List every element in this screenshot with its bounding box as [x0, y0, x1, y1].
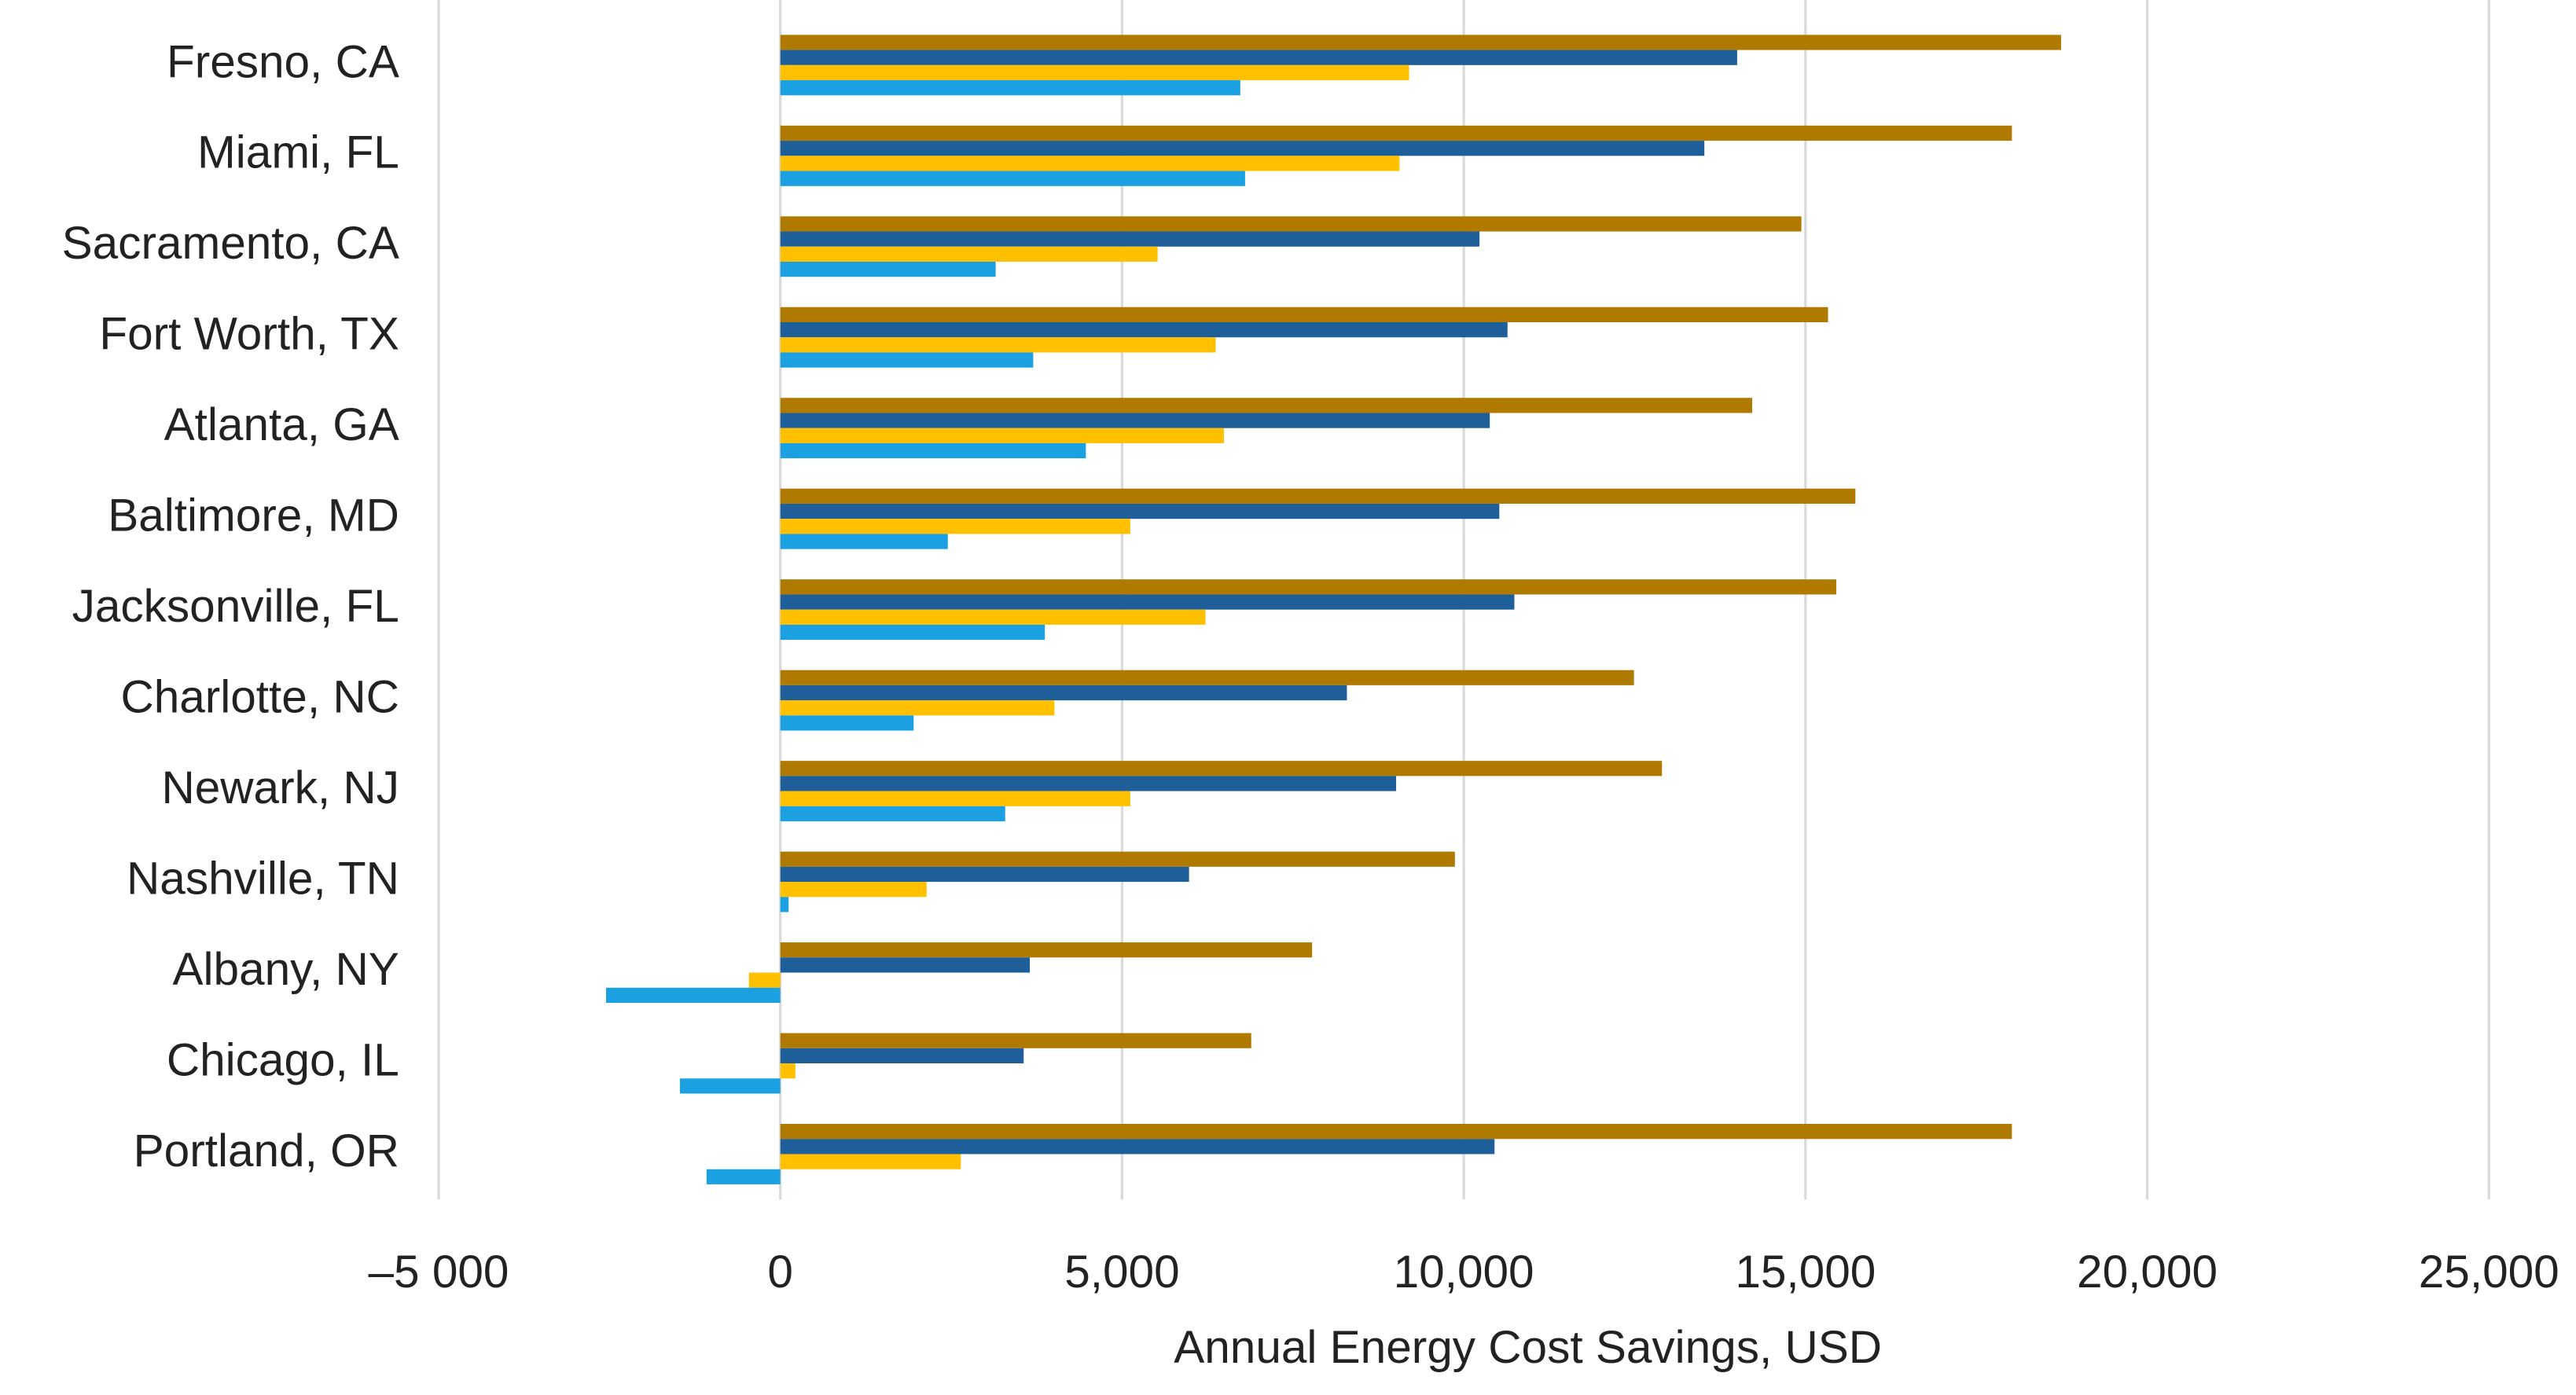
bar	[780, 398, 1753, 413]
bar	[780, 594, 1515, 610]
bar	[748, 972, 781, 988]
y-tick-label: Baltimore, MD	[108, 490, 399, 541]
bar	[780, 957, 1031, 973]
bar	[780, 141, 1705, 156]
x-tick-label: 15,000	[1735, 1246, 1876, 1298]
bar	[780, 80, 1240, 96]
bar	[780, 700, 1055, 716]
bar	[780, 897, 789, 912]
y-tick-label: Atlanta, GA	[164, 399, 399, 450]
bar	[780, 791, 1130, 806]
bar	[780, 171, 1245, 186]
x-tick-label: 20,000	[2077, 1246, 2218, 1298]
bar	[780, 882, 927, 898]
y-tick-label: Portland, OR	[134, 1125, 399, 1177]
bar	[780, 579, 1836, 595]
bar	[780, 216, 1802, 232]
y-tick-label: Nashville, TN	[127, 854, 399, 905]
x-tick-label: 5,000	[1064, 1246, 1179, 1298]
bar	[780, 488, 1856, 504]
bar	[780, 64, 1409, 81]
bar	[780, 50, 1737, 65]
bar	[780, 307, 1828, 323]
bar	[780, 942, 1313, 958]
bar	[780, 685, 1347, 701]
bar	[706, 1169, 781, 1184]
bar	[780, 806, 1005, 822]
y-tick-label: Jacksonville, FL	[72, 581, 399, 632]
x-tick-label: 25,000	[2419, 1246, 2559, 1298]
bar	[780, 1154, 961, 1169]
y-tick-label: Charlotte, NC	[120, 672, 399, 723]
bar	[780, 851, 1455, 867]
bar	[780, 776, 1397, 791]
bar	[780, 624, 1045, 641]
bar	[780, 1048, 1024, 1064]
bar	[780, 670, 1634, 685]
bar	[780, 715, 914, 731]
bar	[780, 322, 1508, 338]
bar	[780, 1124, 2012, 1140]
bar	[780, 519, 1130, 534]
y-tick-label: Miami, FL	[197, 127, 399, 178]
x-axis-label: Annual Energy Cost Savings, USD	[1174, 1322, 1882, 1373]
bar	[780, 246, 1158, 262]
bar	[606, 987, 781, 1003]
x-tick-label: 0	[767, 1246, 793, 1298]
bar	[780, 866, 1189, 883]
bar	[780, 261, 996, 277]
bar	[780, 442, 1086, 459]
bar	[780, 337, 1216, 353]
y-tick-label: Fort Worth, TX	[99, 309, 399, 360]
bar	[780, 156, 1400, 171]
bar	[780, 231, 1480, 247]
x-tick-label: 10,000	[1394, 1246, 1534, 1298]
y-tick-label: Sacramento, CA	[62, 218, 399, 269]
y-tick-label: Chicago, IL	[167, 1034, 399, 1085]
bar	[780, 413, 1490, 428]
bar	[780, 534, 948, 549]
bar	[780, 1033, 1251, 1048]
bar	[780, 503, 1500, 519]
bar	[780, 35, 2061, 50]
bar	[780, 761, 1663, 776]
y-tick-label: Albany, NY	[173, 944, 399, 995]
bar	[780, 428, 1224, 443]
bar	[780, 352, 1034, 368]
y-tick-label: Fresno, CA	[167, 36, 399, 87]
bar	[679, 1078, 781, 1094]
bar	[780, 609, 1206, 625]
y-tick-label: Newark, NJ	[162, 762, 399, 813]
bar	[780, 1139, 1495, 1155]
x-tick-label: –5 000	[369, 1246, 509, 1298]
bar	[780, 1063, 796, 1079]
bar	[780, 125, 2012, 141]
